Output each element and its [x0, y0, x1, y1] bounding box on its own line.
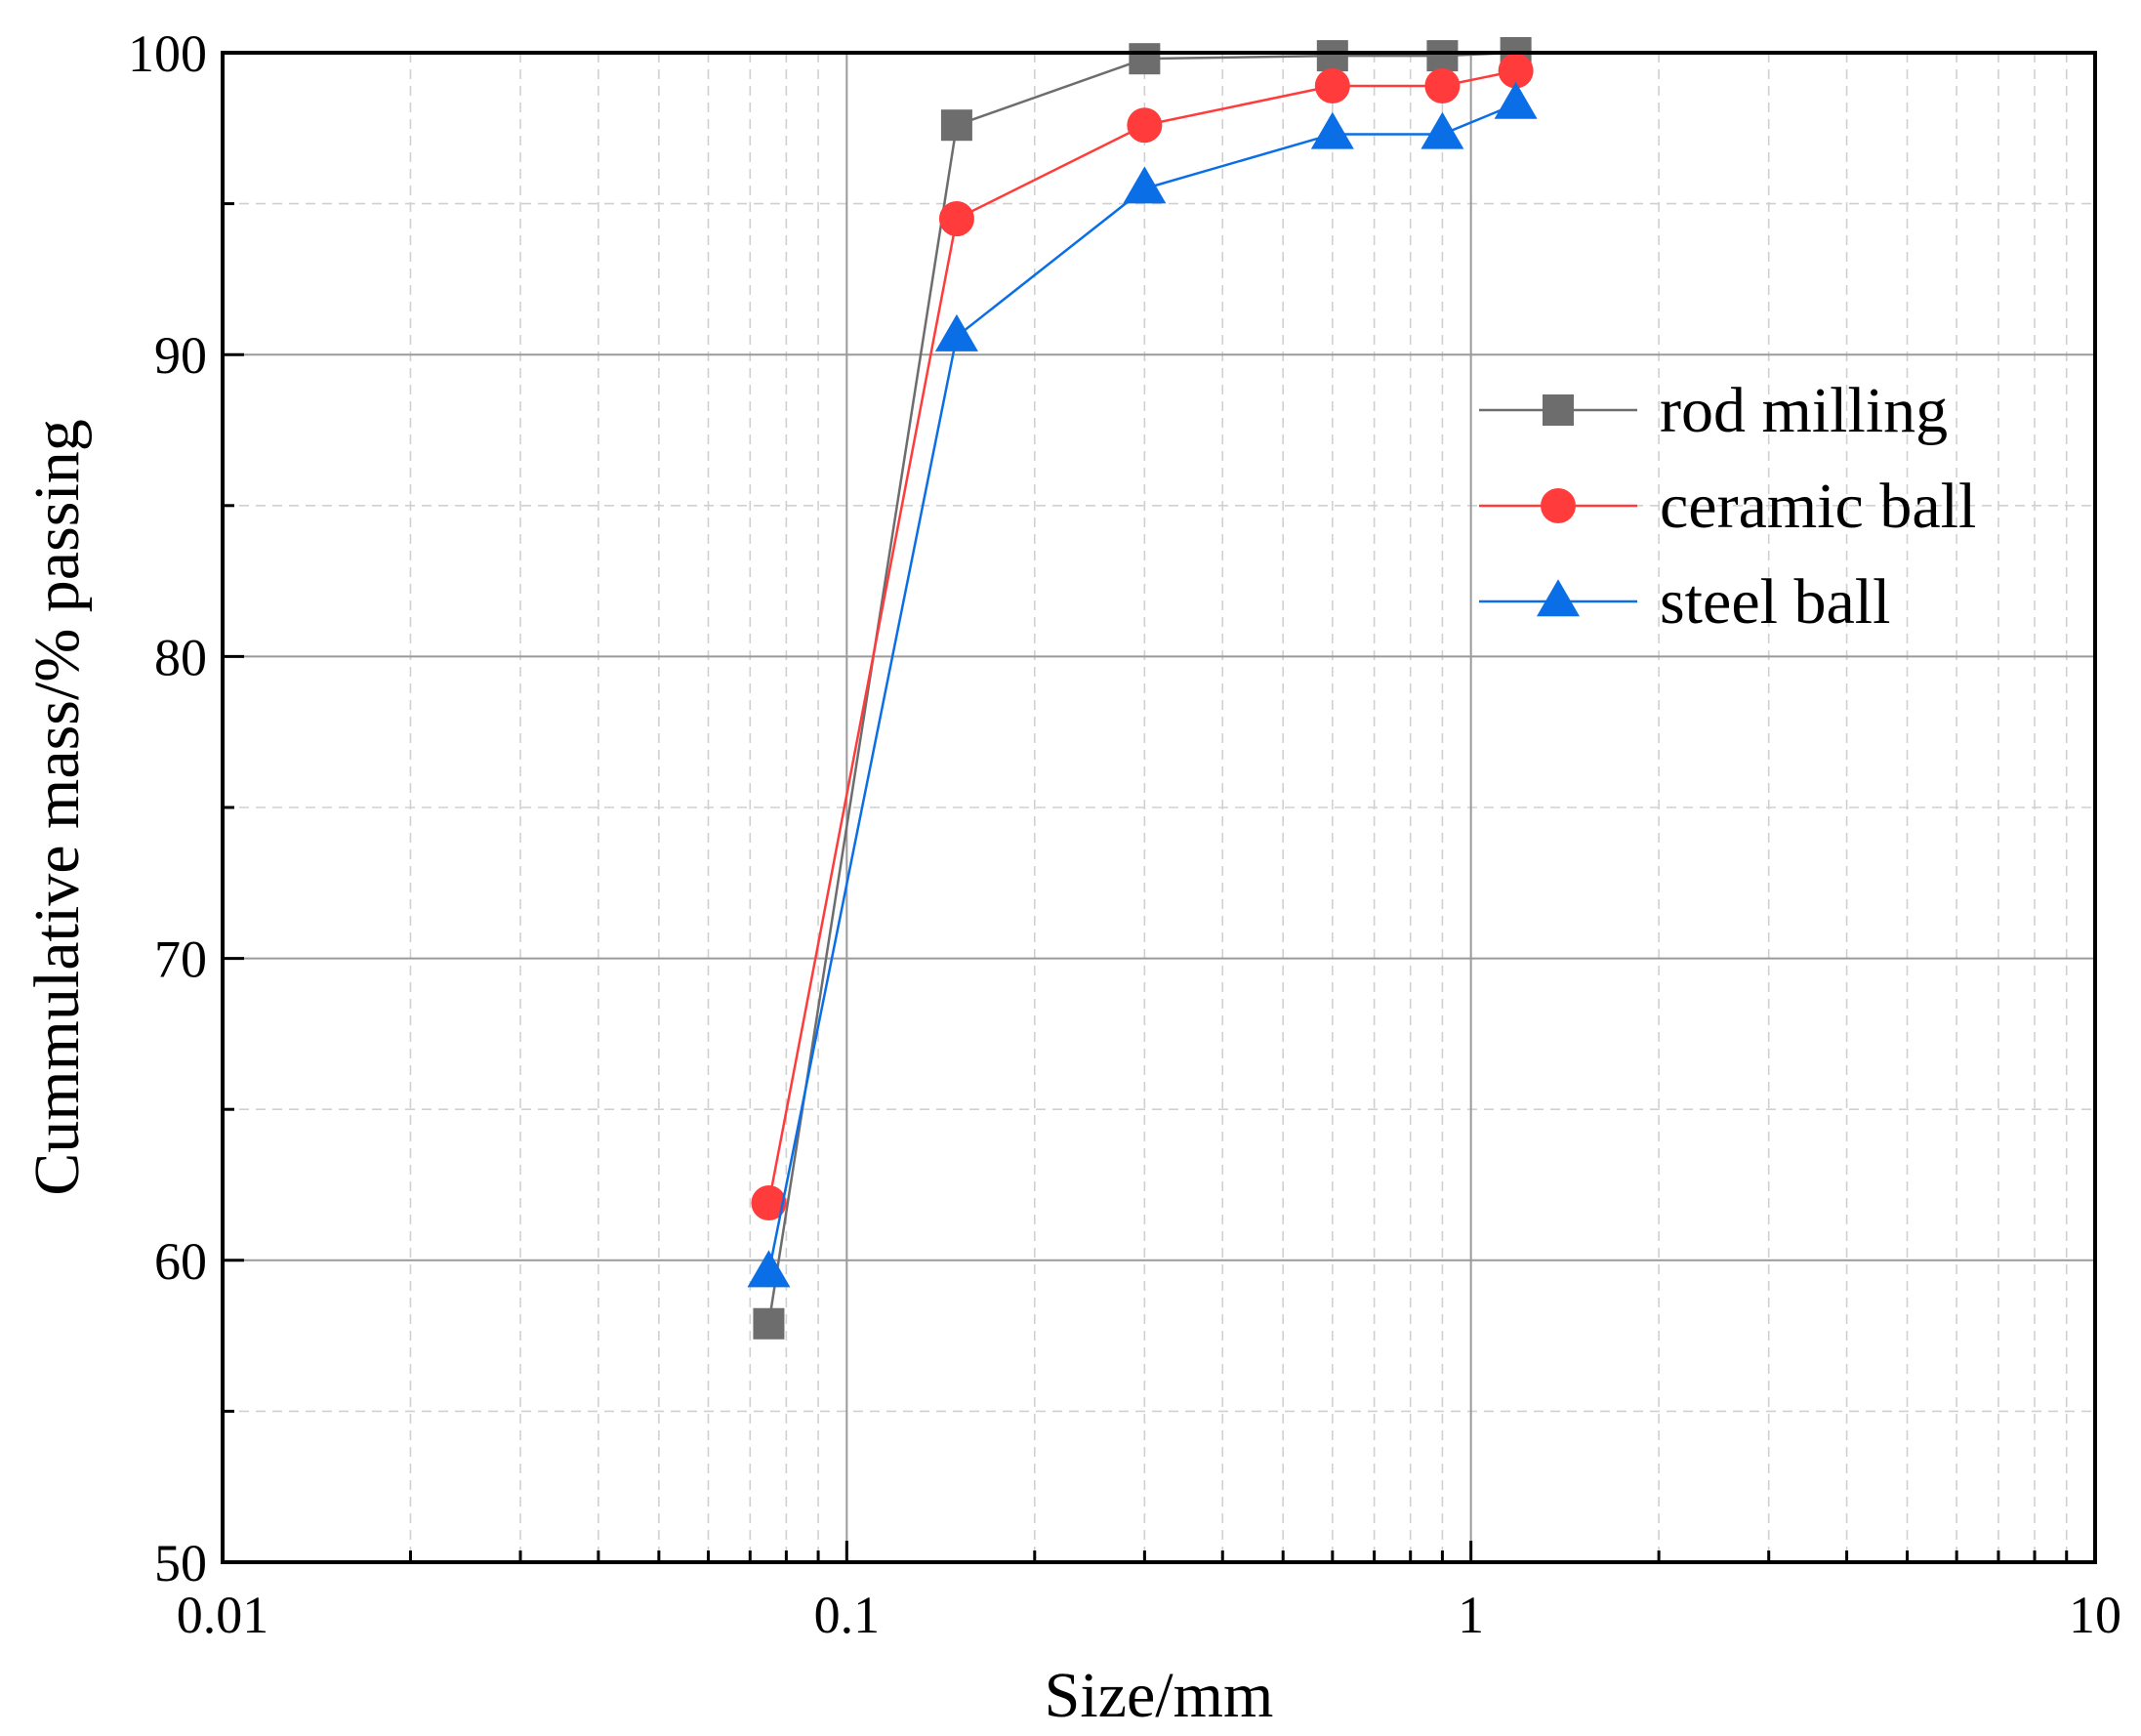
- legend-label-ceramic-ball: ceramic ball: [1660, 471, 1976, 542]
- data-point-ceramic-ball: [1498, 53, 1534, 89]
- y-tick-label: 80: [154, 628, 207, 686]
- legend-label-rod-milling: rod milling: [1660, 375, 1948, 446]
- series-line-steel-ball: [767, 103, 1517, 1273]
- y-axis-title: Cummulative mass/% passing: [21, 419, 93, 1196]
- grid-lines: [223, 53, 2095, 1562]
- legend-marker-steel-ball: [1537, 579, 1580, 617]
- data-point-ceramic-ball: [751, 1185, 787, 1221]
- data-point-rod-milling: [753, 1307, 785, 1340]
- x-tick-label: 0.1: [814, 1586, 881, 1644]
- axis-ticks: [221, 51, 2097, 1564]
- data-point-steel-ball: [1420, 111, 1464, 149]
- legend-item-ceramic-ball: ceramic ball: [1479, 471, 1976, 542]
- data-point-ceramic-ball: [1424, 68, 1461, 104]
- data-point-rod-milling: [1426, 40, 1459, 72]
- series-ceramic-ball: [751, 53, 1534, 1221]
- series-rod-milling: [753, 37, 1532, 1340]
- series-line-ceramic-ball: [767, 69, 1516, 1204]
- data-point-steel-ball: [747, 1250, 791, 1288]
- data-series: [747, 37, 1538, 1340]
- data-point-steel-ball: [1123, 166, 1167, 204]
- legend: rod milling ceramic ball steel ball: [1479, 375, 1976, 638]
- data-point-steel-ball: [934, 313, 978, 351]
- series-steel-ball: [747, 81, 1538, 1288]
- x-tick-label: 10: [2069, 1586, 2121, 1644]
- data-point-rod-milling: [1129, 43, 1161, 75]
- tick-labels: 0.01 0.1 1 10 50 60 70 80 90 100: [128, 24, 2121, 1644]
- data-point-steel-ball: [1310, 111, 1354, 149]
- legend-marker-ceramic-ball: [1541, 488, 1576, 523]
- data-point-steel-ball: [1494, 81, 1538, 119]
- x-tick-label: 0.01: [177, 1586, 269, 1644]
- legend-marker-rod-milling: [1543, 394, 1574, 426]
- series-line-rod-milling: [767, 51, 1516, 1324]
- y-tick-label: 70: [154, 930, 207, 989]
- y-tick-label: 50: [154, 1534, 207, 1592]
- data-point-ceramic-ball: [1127, 107, 1163, 144]
- x-axis-title: Size/mm: [1045, 1660, 1274, 1731]
- legend-label-steel-ball: steel ball: [1660, 566, 1890, 638]
- legend-item-steel-ball: steel ball: [1479, 566, 1890, 638]
- data-point-rod-milling: [1316, 40, 1348, 72]
- y-tick-label: 100: [128, 24, 207, 83]
- data-point-ceramic-ball: [1314, 68, 1350, 104]
- legend-item-rod-milling: rod milling: [1479, 375, 1948, 446]
- data-point-ceramic-ball: [938, 201, 974, 237]
- data-point-rod-milling: [940, 109, 972, 142]
- y-tick-label: 60: [154, 1232, 207, 1291]
- y-tick-label: 90: [154, 326, 207, 385]
- x-tick-label: 1: [1458, 1586, 1484, 1644]
